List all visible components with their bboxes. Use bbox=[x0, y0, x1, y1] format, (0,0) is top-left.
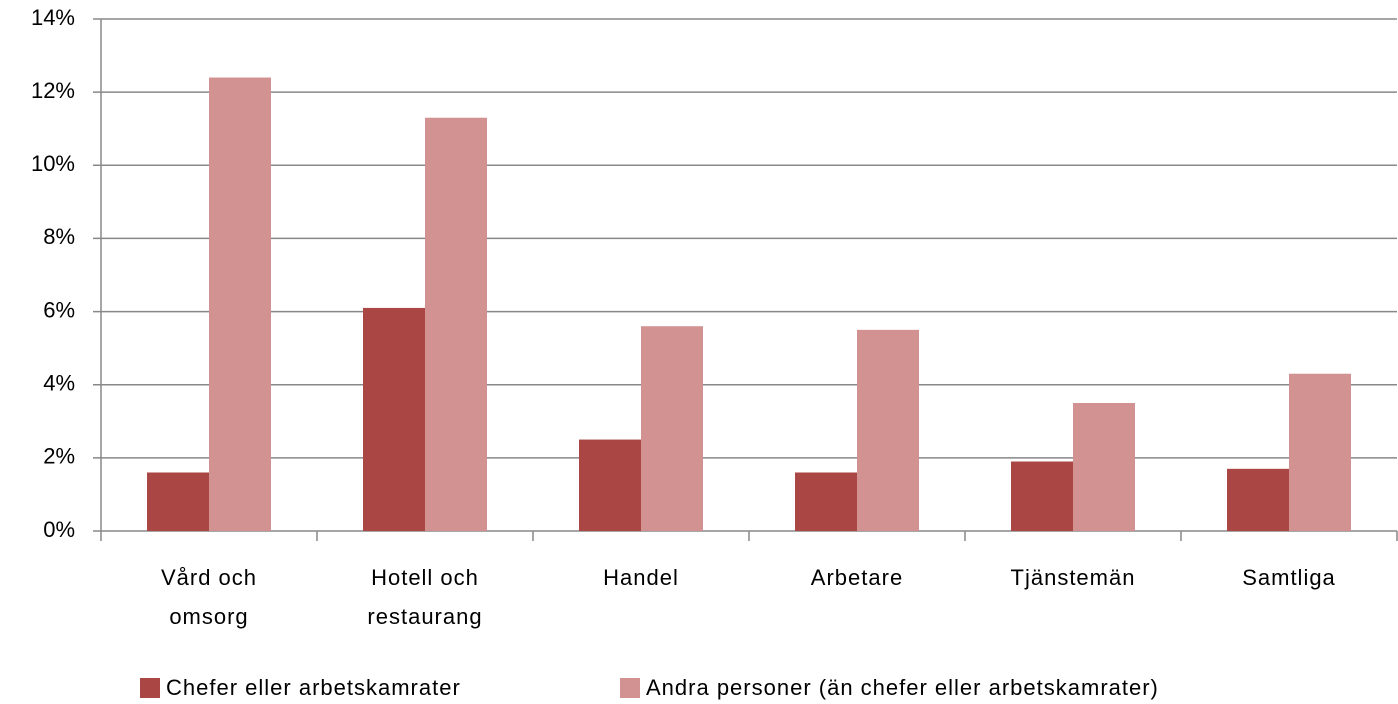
x-tick-label: Samtliga bbox=[1242, 565, 1336, 590]
bar bbox=[641, 326, 703, 531]
x-tick-label: Handel bbox=[603, 565, 679, 590]
bar bbox=[1011, 461, 1073, 531]
x-tick-label: Vård och omsorg bbox=[160, 565, 258, 629]
y-tick-label: 6% bbox=[43, 297, 75, 322]
y-tick-label: 2% bbox=[43, 444, 75, 469]
bar bbox=[579, 439, 641, 531]
y-tick-label: 12% bbox=[31, 78, 75, 103]
y-tick-label: 0% bbox=[43, 517, 75, 542]
bar bbox=[363, 307, 425, 531]
bar bbox=[1073, 403, 1135, 531]
bar bbox=[1227, 468, 1289, 531]
bar bbox=[1289, 373, 1351, 531]
bar bbox=[425, 117, 487, 531]
bar bbox=[857, 329, 919, 531]
x-tick-label: Hotell och restaurang bbox=[367, 565, 483, 629]
bar bbox=[795, 472, 857, 531]
legend-label: Chefer eller arbetskamrater bbox=[166, 675, 461, 700]
bar bbox=[147, 472, 209, 531]
x-tick-label: Tjänstemän bbox=[1010, 565, 1136, 590]
y-tick-label: 8% bbox=[43, 224, 75, 249]
y-tick-label: 4% bbox=[43, 371, 75, 396]
legend-label: Andra personer (än chefer eller arbetska… bbox=[646, 675, 1159, 700]
bar bbox=[209, 77, 271, 531]
y-tick-label: 10% bbox=[31, 151, 75, 176]
legend-swatch bbox=[620, 678, 640, 698]
y-tick-label: 14% bbox=[31, 5, 75, 30]
legend-swatch bbox=[140, 678, 160, 698]
x-tick-label: Arbetare bbox=[810, 565, 904, 590]
